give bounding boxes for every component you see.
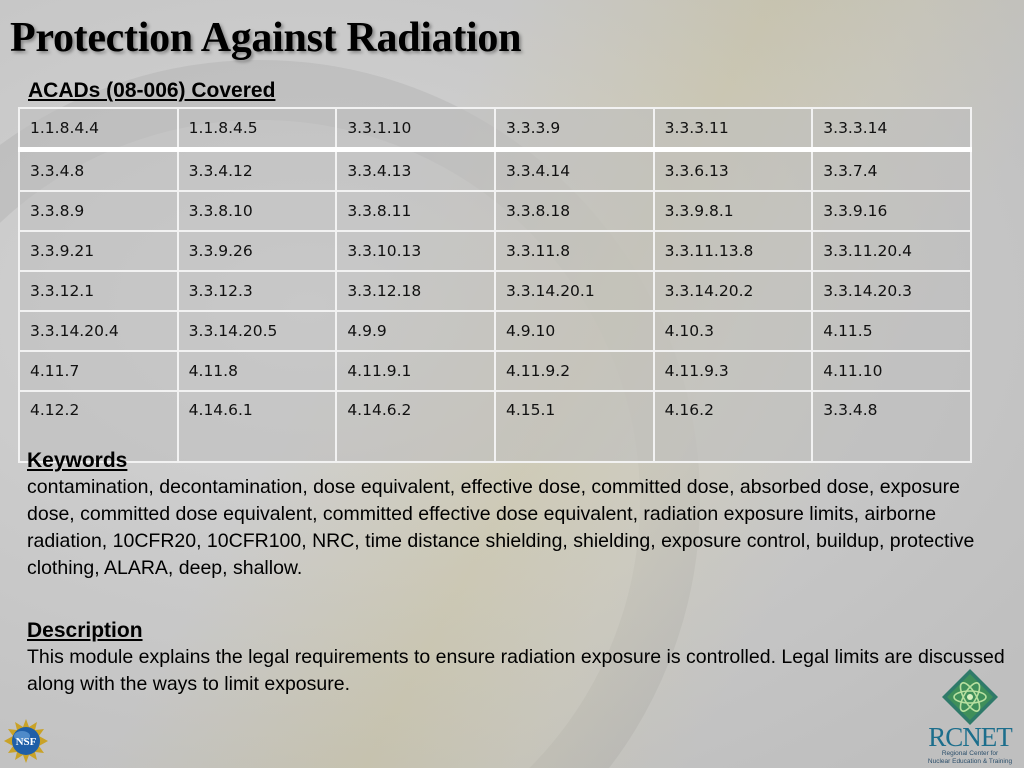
acad-code-cell: 4.16.2 [652,390,814,463]
acad-code-cell: 3.3.1.10 [335,107,496,152]
acad-code-cell: 3.3.3.9 [493,107,655,152]
description-text: This module explains the legal requireme… [27,646,1005,695]
table-row: 1.1.8.4.4 1.1.8.4.5 3.3.1.10 3.3.3.9 3.3.3.1… [18,107,972,152]
acad-code-cell: 4.11.9.1 [335,350,496,392]
acad-code-cell: 3.3.4.14 [493,148,655,192]
acad-code-cell: 3.3.9.26 [176,230,338,272]
nsf-logo: NSF [4,719,48,763]
acad-code-cell: 3.3.3.11 [652,107,814,152]
atom-diamond-icon [942,669,998,725]
acad-code-cell: 3.3.4.13 [335,148,496,192]
rcnet-subtitle-2: Nuclear Education & Training [927,758,1013,765]
acad-code-cell: 1.1.8.4.4 [18,107,179,152]
rcnet-subtitle-1: Regional Center for [941,750,999,757]
table-row: 4.11.7 4.11.8 4.11.9.1 4.11.9.2 4.11.9.3 4.11… [18,350,972,392]
acad-code-cell: 3.3.14.20.3 [811,270,972,312]
acad-code-cell: 3.3.12.1 [18,270,179,312]
acad-code-cell: 3.3.11.8 [493,230,655,272]
acad-code-cell: 3.3.9.21 [18,230,179,272]
acad-code-cell: 4.9.9 [335,310,496,352]
acad-code-cell: 3.3.14.20.1 [493,270,655,312]
table-row: 3.3.4.8 3.3.4.12 3.3.4.13 3.3.4.14 3.3.6.13 3… [18,148,972,192]
acad-code-cell: 3.3.8.18 [493,190,655,232]
acad-code-cell: 3.3.9.8.1 [652,190,814,232]
acad-code-cell: 4.14.6.1 [176,390,338,463]
table-row: 4.12.2 4.14.6.1 4.14.6.2 4.15.1 4.16.2 3.3.4.… [18,390,972,463]
acad-code-cell: 3.3.8.11 [335,190,496,232]
acad-code-cell: 3.3.14.20.2 [652,270,814,312]
table-row: 3.3.9.21 3.3.9.26 3.3.10.13 3.3.11.8 3.3.11.… [18,230,972,272]
acad-code-cell: 3.3.10.13 [335,230,496,272]
acad-code-cell: 3.3.4.12 [176,148,338,192]
acad-code-cell: 3.3.8.10 [176,190,338,232]
nsf-seal-icon: NSF [4,719,48,763]
slide-title: Protection Against Radiation [10,15,522,61]
acad-code-cell: 4.10.3 [652,310,814,352]
acad-code-cell: 3.3.14.20.4 [18,310,179,352]
svg-text:NSF: NSF [16,736,37,748]
description-heading: Description [27,619,143,642]
acad-code-cell: 4.9.10 [493,310,655,352]
acad-code-cell: 3.3.14.20.5 [176,310,338,352]
acad-code-cell: 3.3.4.8 [811,390,972,463]
acad-code-cell: 4.11.5 [811,310,972,352]
rcnet-wordmark: RCNET [928,722,1013,752]
acad-code-cell: 4.11.9.2 [493,350,655,392]
acad-code-cell: 3.3.11.20.4 [811,230,972,272]
table-row: 3.3.12.1 3.3.12.3 3.3.12.18 3.3.14.20.1 3.3.… [18,270,972,312]
acad-code-cell: 4.11.8 [176,350,338,392]
acad-code-cell: 1.1.8.4.5 [176,107,338,152]
acads-heading: ACADs (08-006) Covered [28,79,276,102]
acad-code-cell: 3.3.4.8 [18,148,179,192]
acad-code-cell: 3.3.6.13 [652,148,814,192]
acad-code-cell: 4.11.10 [811,350,972,392]
keywords-text: contamination, decontamination, dose equ… [27,476,975,579]
description-section: Description This module explains the leg… [27,617,1007,698]
acad-code-cell: 3.3.11.13.8 [652,230,814,272]
acad-code-cell: 3.3.7.4 [811,148,972,192]
keywords-heading: Keywords [27,449,128,472]
acad-code-cell: 4.15.1 [493,390,655,463]
acad-code-cell: 4.11.7 [18,350,179,392]
acad-code-cell: 3.3.12.3 [176,270,338,312]
rcnet-logo: RCNET Regional Center for Nuclear Educat… [920,668,1020,768]
table-row: 3.3.14.20.4 3.3.14.20.5 4.9.9 4.9.10 4.10.3 4… [18,310,972,352]
acad-code-cell: 3.3.9.16 [811,190,972,232]
acad-code-cell: 3.3.3.14 [811,107,972,152]
acad-code-cell: 3.3.12.18 [335,270,496,312]
acad-code-cell: 4.14.6.2 [335,390,496,463]
acads-table: 1.1.8.4.4 1.1.8.4.5 3.3.1.10 3.3.3.9 3.3.3.1… [18,107,972,463]
keywords-section: Keywords contamination, decontamination,… [27,447,1007,582]
acad-code-cell: 4.12.2 [18,390,179,463]
acad-code-cell: 3.3.8.9 [18,190,179,232]
acad-code-cell: 4.11.9.3 [652,350,814,392]
table-row: 3.3.8.9 3.3.8.10 3.3.8.11 3.3.8.18 3.3.9.8.1… [18,190,972,232]
